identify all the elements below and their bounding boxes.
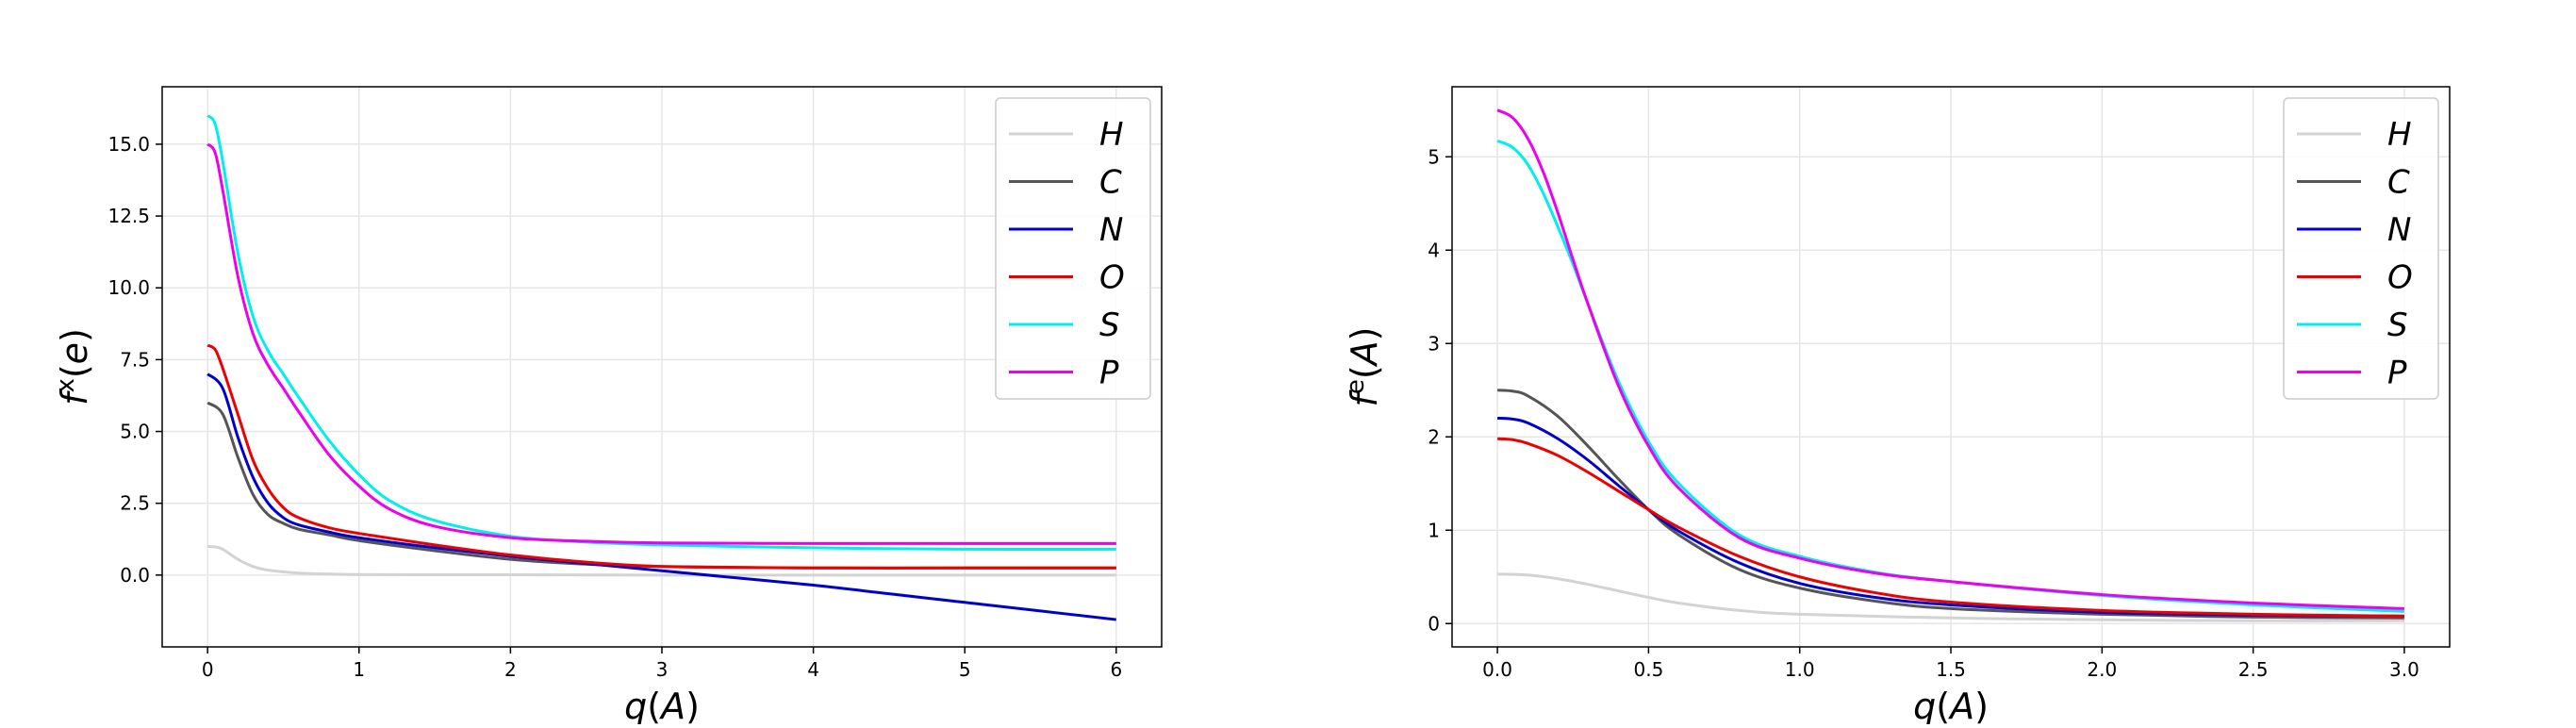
y-tick-label: 15.0 bbox=[107, 133, 150, 156]
x-axis-label: q(A) bbox=[1913, 686, 1989, 724]
y-axis-label: fe(A) bbox=[1342, 326, 1385, 406]
y-tick-label: 10.0 bbox=[107, 276, 150, 299]
legend-label-N: N bbox=[1099, 211, 1123, 249]
y-tick-label: 7.5 bbox=[120, 348, 150, 371]
chart-panel-xray-form-factor: 0 1 2 3 4 5 60.02.55.07.510.012.515.0q(A)fx(e)… bbox=[52, 86, 1163, 727]
y-axis-label-paren-open: ( bbox=[54, 364, 95, 378]
x-tick-label: 1 bbox=[353, 658, 365, 681]
y-tick-label: 12.5 bbox=[107, 205, 150, 227]
legend-label-S: S bbox=[2387, 306, 2408, 344]
y-axis-label: fx(e) bbox=[52, 328, 95, 405]
chart-panel-electron-form-factor: 0.0 0.5 1.0 1.5 2.0 2.5 3.0012345q(A)fe(A)HCNO… bbox=[1342, 86, 2451, 727]
series-line-O bbox=[1496, 437, 2404, 618]
legend-label-N: N bbox=[2387, 211, 2411, 249]
x-axis-label-var: q bbox=[624, 686, 647, 724]
x-axis-label-paren-open: ( bbox=[1936, 686, 1950, 724]
series-line-C bbox=[1497, 389, 2404, 620]
x-axis-label-paren-open: ( bbox=[647, 686, 661, 724]
x-tick-label: 0.5 bbox=[1633, 658, 1663, 681]
series-group bbox=[206, 114, 1116, 621]
series-line-H bbox=[1497, 572, 2404, 622]
y-axis-label-unit: A bbox=[1344, 340, 1385, 368]
y-axis-label-paren-close: ) bbox=[54, 328, 95, 342]
y-tick-label: 3 bbox=[1428, 332, 1440, 355]
series-group bbox=[1496, 108, 2404, 622]
series-line-N bbox=[1497, 416, 2404, 618]
legend-label-S: S bbox=[1099, 306, 1120, 344]
legend-label-P: P bbox=[2387, 355, 2407, 392]
x-axis-label-paren-close: ) bbox=[685, 686, 700, 724]
x-axis-label-unit: A bbox=[1947, 686, 1974, 724]
x-tick-label: 2 bbox=[504, 658, 517, 681]
y-tick-label: 1 bbox=[1428, 519, 1440, 541]
x-axis-label-paren-close: ) bbox=[1974, 686, 1989, 724]
x-axis-label-unit: A bbox=[658, 686, 685, 724]
y-tick-label: 5.0 bbox=[120, 421, 150, 443]
x-tick-label: 0 bbox=[202, 658, 214, 681]
y-tick-label: 0 bbox=[1428, 612, 1440, 635]
x-tick-label: 2.0 bbox=[2087, 658, 2117, 681]
y-axis-label-sup: e bbox=[1342, 379, 1370, 394]
y-tick-label: 0.0 bbox=[120, 564, 150, 587]
x-tick-label: 6 bbox=[1110, 658, 1122, 681]
legend-label-O: O bbox=[2387, 259, 2413, 297]
y-axis-label-paren-close: ) bbox=[1344, 326, 1385, 340]
legend-label-C: C bbox=[1099, 164, 1122, 202]
x-tick-label: 1.0 bbox=[1785, 658, 1815, 681]
x-tick-label: 3.0 bbox=[2389, 658, 2419, 681]
legend-box bbox=[995, 97, 1151, 400]
x-tick-label: 0.0 bbox=[1482, 658, 1512, 681]
series-line-H bbox=[207, 544, 1116, 577]
legend-label-P: P bbox=[1099, 355, 1119, 392]
y-tick-label: 5 bbox=[1428, 145, 1440, 168]
x-axis-label-var: q bbox=[1913, 686, 1936, 724]
y-axis-label-sup: x bbox=[52, 378, 80, 392]
y-tick-label: 4 bbox=[1428, 239, 1440, 261]
series-line-P bbox=[206, 142, 1116, 545]
legend-label-C: C bbox=[2387, 164, 2410, 202]
x-tick-label: 2.5 bbox=[2238, 658, 2269, 681]
series-line-P bbox=[1496, 108, 2404, 610]
x-tick-label: 3 bbox=[656, 658, 669, 681]
x-axis-label: q(A) bbox=[624, 686, 700, 724]
y-tick-label: 2 bbox=[1428, 425, 1440, 448]
series-line-N bbox=[206, 372, 1116, 621]
y-axis-label-unit: e bbox=[54, 342, 95, 364]
x-tick-label: 1.5 bbox=[1936, 658, 1966, 681]
legend-label-H: H bbox=[1099, 116, 1124, 154]
x-tick-label: 4 bbox=[807, 658, 819, 681]
legend-box bbox=[2283, 97, 2439, 400]
series-line-S bbox=[206, 114, 1116, 552]
y-axis-label-paren-open: ( bbox=[1344, 365, 1385, 379]
series-line-O bbox=[206, 343, 1116, 570]
legend-label-O: O bbox=[1099, 259, 1125, 297]
legend-label-H: H bbox=[2387, 116, 2412, 154]
x-tick-label: 5 bbox=[959, 658, 971, 681]
y-tick-label: 2.5 bbox=[120, 492, 150, 515]
